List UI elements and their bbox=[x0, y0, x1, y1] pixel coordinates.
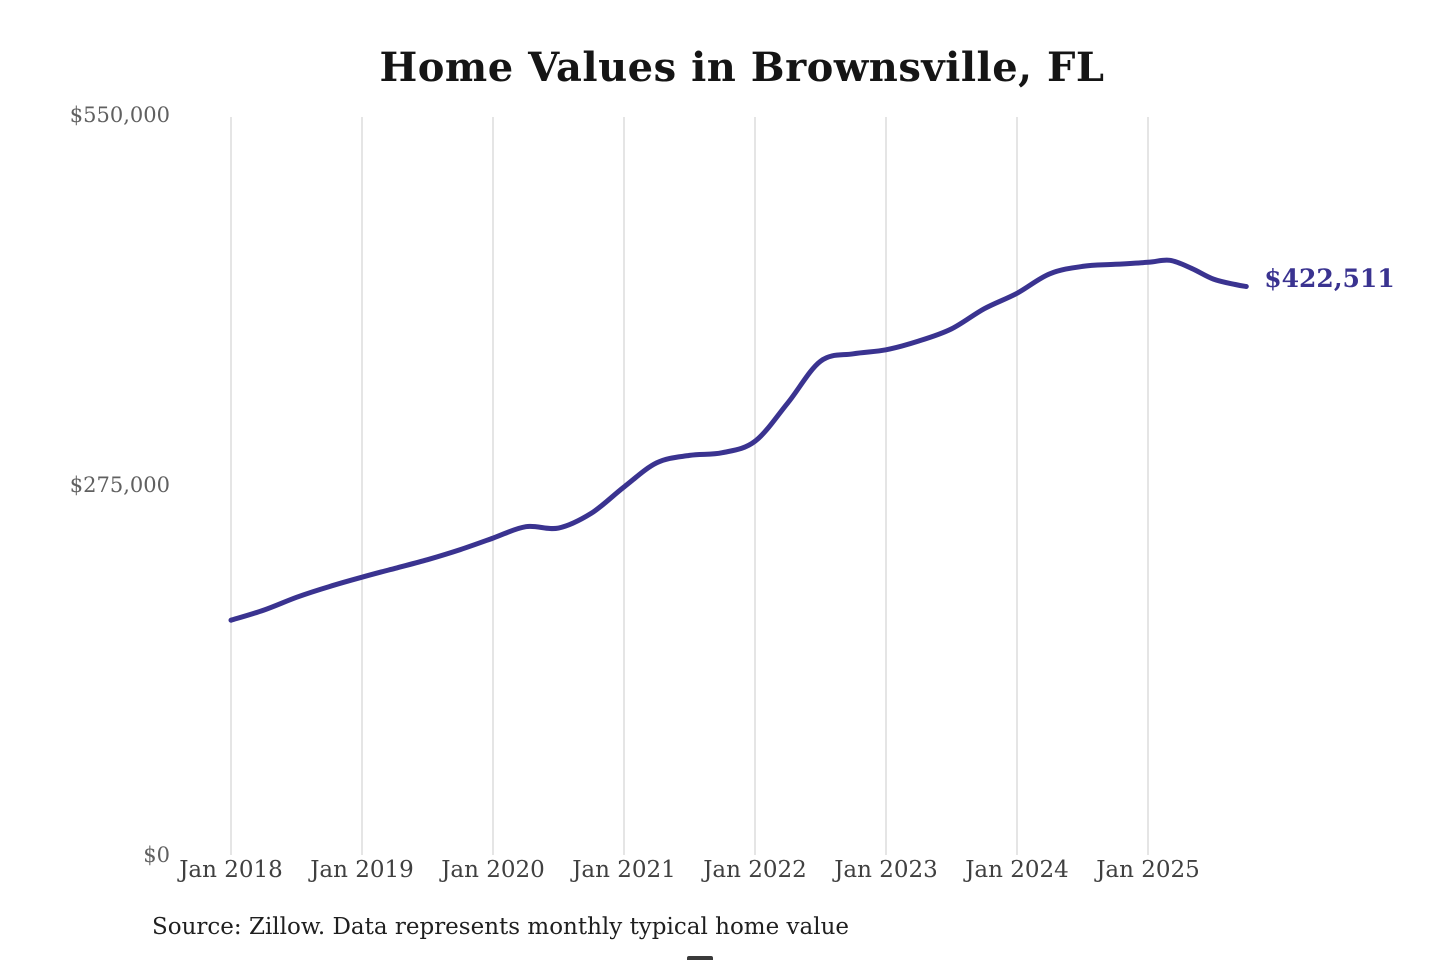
x-tick-label: Jan 2019 bbox=[310, 857, 414, 883]
source-note: Source: Zillow. Data represents monthly … bbox=[152, 914, 850, 940]
x-tick-label: Jan 2018 bbox=[179, 857, 283, 883]
bottom-edge-artifact bbox=[687, 956, 713, 960]
x-tick-label: Jan 2021 bbox=[572, 857, 676, 883]
x-tick-label: Jan 2024 bbox=[965, 857, 1069, 883]
x-tick-label: Jan 2025 bbox=[1096, 857, 1200, 883]
x-tick-label: Jan 2022 bbox=[703, 857, 807, 883]
y-tick-label: $550,000 bbox=[69, 103, 170, 127]
chart-title: Home Values in Brownsville, FL bbox=[379, 44, 1105, 91]
y-tick-label: $275,000 bbox=[69, 473, 170, 497]
x-tick-label: Jan 2023 bbox=[834, 857, 938, 883]
latest-value-label: $422,511 bbox=[1264, 263, 1395, 293]
x-tick-label: Jan 2020 bbox=[441, 857, 545, 883]
y-tick-label: $0 bbox=[143, 843, 170, 867]
value-line bbox=[228, 257, 1249, 623]
